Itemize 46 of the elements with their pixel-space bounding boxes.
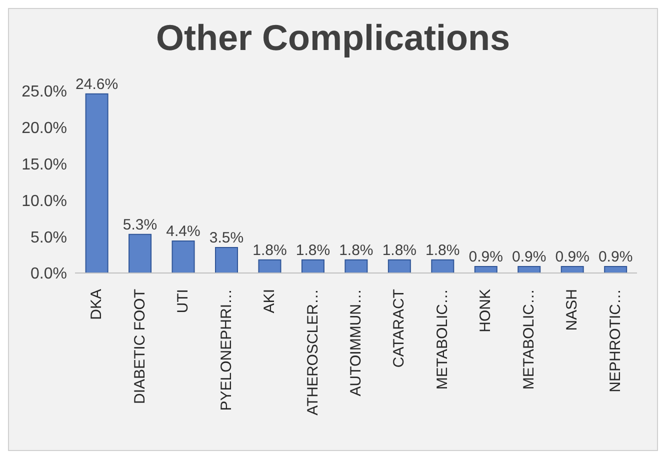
- x-tick-label: ATHEROSCLER…: [304, 289, 322, 416]
- chart-title: Other Complications: [154, 16, 512, 60]
- bar: [128, 234, 152, 273]
- bar: [301, 259, 324, 273]
- x-tick-label: DIABETIC FOOT: [131, 289, 148, 404]
- bar: [604, 266, 628, 273]
- bar: [560, 266, 584, 273]
- data-label: 3.5%: [209, 230, 244, 247]
- data-label: 1.8%: [339, 242, 374, 259]
- x-tick-label: NEPHROTIC…: [606, 289, 624, 392]
- x-tick-label: AKI: [261, 289, 278, 314]
- y-tick-label: 5.0%: [30, 229, 67, 246]
- x-tick-label: UTI: [174, 289, 192, 314]
- bar: [431, 259, 454, 273]
- x-tick-label: HONK: [477, 289, 494, 332]
- data-label: 0.9%: [598, 248, 633, 266]
- x-tick-label: DKA: [88, 289, 106, 320]
- data-label: 0.9%: [512, 248, 546, 266]
- data-label: 1.8%: [426, 242, 460, 259]
- y-tick-label: 15.0%: [22, 156, 67, 174]
- x-tick-label: PYELONEPHRI…: [218, 289, 235, 411]
- data-label: 0.9%: [468, 248, 503, 266]
- x-tick-label: NASH: [564, 289, 581, 331]
- data-label: 1.8%: [296, 242, 330, 259]
- y-tick-label: 10.0%: [22, 192, 67, 210]
- bar: [474, 266, 498, 273]
- x-tick-label: METABOLIC…: [520, 289, 538, 390]
- x-tick-label: METABOLIC…: [434, 289, 451, 390]
- bar: [258, 259, 282, 273]
- data-label: 4.4%: [166, 222, 200, 240]
- data-label: 1.8%: [252, 242, 287, 259]
- data-label: 24.6%: [76, 76, 118, 93]
- data-label: 5.3%: [122, 216, 158, 234]
- data-label: 0.9%: [555, 248, 590, 266]
- bar: [172, 240, 195, 273]
- bar: [518, 266, 541, 273]
- bar: [215, 247, 238, 273]
- x-tick-label: AUTOIMMUN…: [348, 289, 364, 396]
- y-tick-label: 0.0%: [30, 266, 67, 283]
- x-tick-label: CATARACT: [390, 289, 408, 368]
- bar: [85, 93, 108, 273]
- y-tick-label: 25.0%: [22, 84, 67, 101]
- bar: [344, 259, 368, 273]
- data-label: 1.8%: [382, 242, 417, 259]
- bar: [388, 259, 411, 273]
- y-tick-label: 20.0%: [22, 120, 67, 138]
